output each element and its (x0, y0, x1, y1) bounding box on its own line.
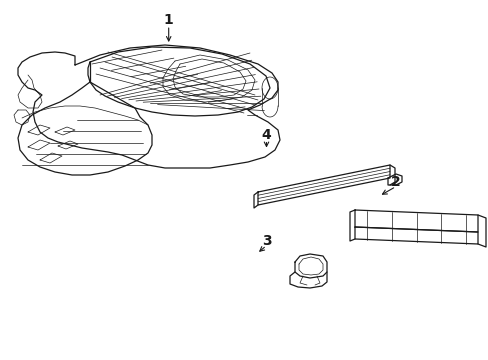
Text: 3: 3 (261, 234, 271, 248)
Text: 1: 1 (163, 13, 173, 27)
Text: 4: 4 (261, 128, 271, 142)
Text: 2: 2 (390, 175, 400, 189)
